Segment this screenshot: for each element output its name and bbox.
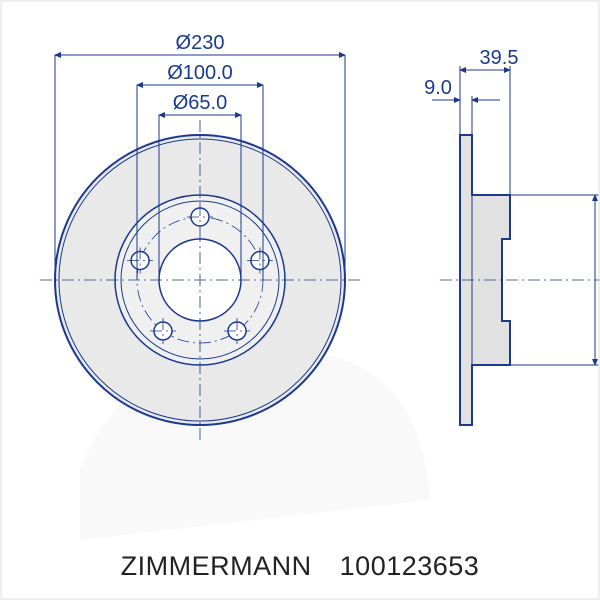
drawing-svg: Ø230Ø100.0Ø65.039.59.0Ø135 bbox=[0, 0, 600, 600]
drawing-container: Ø230Ø100.0Ø65.039.59.0Ø135 ZIMMERMANN 10… bbox=[0, 0, 600, 600]
svg-text:Ø230: Ø230 bbox=[176, 32, 225, 54]
svg-text:39.5: 39.5 bbox=[480, 47, 519, 69]
brand-label: ZIMMERMANN bbox=[121, 551, 312, 582]
footer: ZIMMERMANN 100123653 bbox=[0, 551, 600, 582]
svg-text:Ø65.0: Ø65.0 bbox=[173, 92, 227, 114]
svg-text:Ø100.0: Ø100.0 bbox=[167, 62, 233, 84]
side-view bbox=[440, 135, 600, 425]
svg-text:9.0: 9.0 bbox=[424, 77, 452, 99]
part-number: 100123653 bbox=[340, 551, 480, 582]
